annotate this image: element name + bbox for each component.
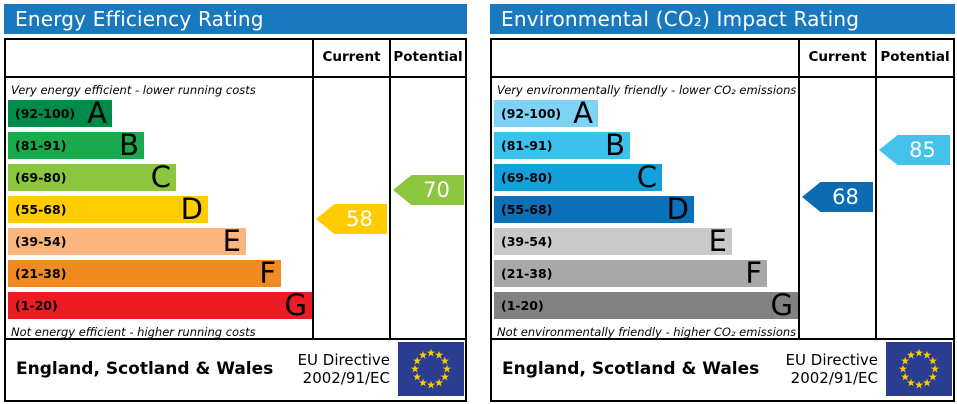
band-bar-a: (92-100) A xyxy=(8,96,112,130)
potential-rating-value: 85 xyxy=(909,138,936,162)
band-letter: D xyxy=(180,192,203,226)
header-spacer xyxy=(492,40,798,76)
band-range-label: (69-80) xyxy=(15,170,67,185)
band-row-a: (92-100) A xyxy=(8,96,312,130)
band-row-a: (92-100) A xyxy=(494,96,798,130)
band-bar-e: (39-54) E xyxy=(8,224,246,258)
band-bar-c: (69-80) C xyxy=(494,160,662,194)
band-bar-f: (21-38) F xyxy=(8,256,281,290)
current-column: 68 xyxy=(798,78,875,338)
band-row-f: (21-38) F xyxy=(494,256,798,290)
bottom-caption: Not energy efficient - higher running co… xyxy=(11,325,256,339)
band-letter: G xyxy=(770,288,793,322)
band-row-c: (69-80) C xyxy=(8,160,312,194)
band-row-e: (39-54) E xyxy=(494,224,798,258)
band-letter: E xyxy=(708,224,727,258)
table-header-row: Current Potential xyxy=(6,40,465,78)
band-row-f: (21-38) F xyxy=(8,256,312,290)
table-header-row: Current Potential xyxy=(492,40,953,78)
band-range-label: (1-20) xyxy=(501,298,544,313)
top-caption: Very energy efficient - lower running co… xyxy=(11,83,256,97)
band-range-label: (92-100) xyxy=(501,106,562,121)
panel-title: Environmental (CO₂) Impact Rating xyxy=(490,4,955,34)
band-letter: B xyxy=(605,128,625,162)
eu-directive-label: EU Directive 2002/91/EC xyxy=(785,351,878,387)
band-bar-f: (21-38) F xyxy=(494,256,767,290)
top-caption: Very environmentally friendly - lower CO… xyxy=(497,83,797,97)
current-column-header: Current xyxy=(798,40,875,76)
band-bar-c: (69-80) C xyxy=(8,160,176,194)
band-letter: E xyxy=(222,224,241,258)
eu-directive-label: EU Directive 2002/91/EC xyxy=(297,351,390,387)
current-rating-arrow: 58 xyxy=(316,204,387,234)
ratings-table: Current Potential Very environmentally f… xyxy=(490,38,955,402)
band-bar-b: (81-91) B xyxy=(494,128,630,162)
band-range-label: (39-54) xyxy=(15,234,67,249)
band-row-b: (81-91) B xyxy=(494,128,798,162)
band-range-label: (69-80) xyxy=(501,170,553,185)
band-bar-g: (1-20) G xyxy=(8,288,312,322)
band-range-label: (81-91) xyxy=(501,138,553,153)
current-rating-value: 58 xyxy=(346,207,373,231)
environmental-impact-panel: Environmental (CO₂) Impact Rating Curren… xyxy=(490,4,955,402)
region-label: England, Scotland & Wales xyxy=(16,359,274,379)
potential-column-header: Potential xyxy=(875,40,953,76)
band-letter: G xyxy=(284,288,307,322)
eu-flag-icon xyxy=(398,342,464,396)
band-range-label: (21-38) xyxy=(501,266,553,281)
band-range-label: (81-91) xyxy=(15,138,67,153)
bands-column: Very environmentally friendly - lower CO… xyxy=(492,78,798,339)
band-letter: C xyxy=(636,160,657,194)
band-range-label: (21-38) xyxy=(15,266,67,281)
band-range-label: (55-68) xyxy=(15,202,67,217)
chart-body: Very energy efficient - lower running co… xyxy=(6,78,465,339)
band-letter: F xyxy=(745,256,762,290)
potential-column: 70 xyxy=(389,78,465,338)
potential-column: 85 xyxy=(875,78,953,338)
band-row-g: (1-20) G xyxy=(8,288,312,322)
band-letter: D xyxy=(666,192,689,226)
region-label: England, Scotland & Wales xyxy=(502,359,760,379)
band-bar-d: (55-68) D xyxy=(8,192,208,226)
band-row-g: (1-20) G xyxy=(494,288,798,322)
band-row-e: (39-54) E xyxy=(8,224,312,258)
band-letter: A xyxy=(87,96,107,130)
band-letter: B xyxy=(119,128,139,162)
potential-rating-value: 70 xyxy=(423,178,450,202)
band-bar-a: (92-100) A xyxy=(494,96,598,130)
bands-column: Very energy efficient - lower running co… xyxy=(6,78,312,339)
table-footer: England, Scotland & Wales EU Directive 2… xyxy=(492,338,953,398)
potential-column-header: Potential xyxy=(389,40,465,76)
band-range-label: (1-20) xyxy=(15,298,58,313)
current-rating-value: 68 xyxy=(832,185,859,209)
band-row-c: (69-80) C xyxy=(494,160,798,194)
ratings-table: Current Potential Very energy efficient … xyxy=(4,38,467,402)
band-bar-d: (55-68) D xyxy=(494,192,694,226)
table-footer: England, Scotland & Wales EU Directive 2… xyxy=(6,338,465,398)
potential-rating-arrow: 70 xyxy=(393,175,464,205)
band-range-label: (92-100) xyxy=(15,106,76,121)
band-row-d: (55-68) D xyxy=(8,192,312,226)
energy-efficiency-panel: Energy Efficiency Rating Current Potenti… xyxy=(4,4,467,402)
band-range-label: (39-54) xyxy=(501,234,553,249)
band-bar-g: (1-20) G xyxy=(494,288,798,322)
band-letter: A xyxy=(573,96,593,130)
potential-rating-arrow: 85 xyxy=(879,135,950,165)
band-bar-b: (81-91) B xyxy=(8,128,144,162)
bottom-caption: Not environmentally friendly - higher CO… xyxy=(497,325,797,339)
current-column-header: Current xyxy=(312,40,389,76)
band-range-label: (55-68) xyxy=(501,202,553,217)
band-row-d: (55-68) D xyxy=(494,192,798,226)
band-bar-e: (39-54) E xyxy=(494,224,732,258)
band-letter: F xyxy=(259,256,276,290)
band-letter: C xyxy=(150,160,171,194)
eu-flag-icon xyxy=(886,342,952,396)
band-row-b: (81-91) B xyxy=(8,128,312,162)
current-rating-arrow: 68 xyxy=(802,182,873,212)
chart-body: Very environmentally friendly - lower CO… xyxy=(492,78,953,339)
panel-title: Energy Efficiency Rating xyxy=(4,4,467,34)
header-spacer xyxy=(6,40,312,76)
current-column: 58 xyxy=(312,78,389,338)
